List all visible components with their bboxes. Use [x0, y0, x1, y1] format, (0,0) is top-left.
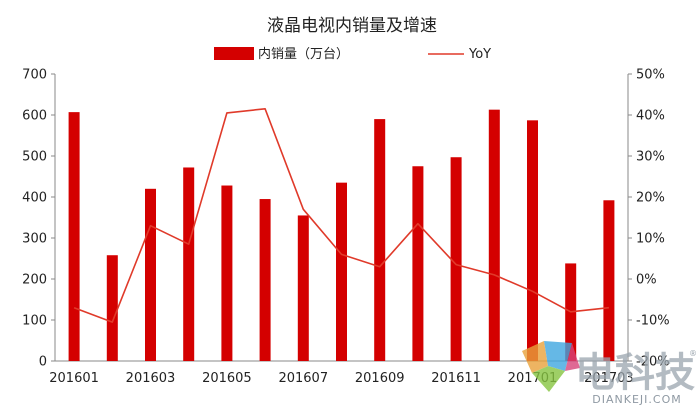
- chart-title: 液晶电视内销量及增速: [267, 16, 437, 36]
- bar: [374, 119, 386, 361]
- y-left-tick-label: 700: [22, 68, 47, 83]
- watermark-sub-text: DIANKEJI.COM: [592, 393, 681, 406]
- bar-series: [68, 109, 615, 361]
- bar: [221, 185, 233, 361]
- y-right-tick-label: 50%: [636, 68, 665, 83]
- y-left-tick-label: 100: [22, 314, 47, 329]
- bar: [450, 157, 462, 361]
- x-tick-label: 201607: [278, 371, 328, 386]
- watermark: 电科技 ® DIANKEJI.COM: [522, 341, 697, 406]
- chart-legend: 内销量（万台） YoY: [214, 46, 491, 62]
- bar: [297, 215, 309, 361]
- bar: [527, 120, 538, 361]
- watermark-logo-icon: [522, 341, 580, 392]
- yoy-line-path: [73, 108, 609, 323]
- y-left-tick-label: 600: [22, 109, 47, 124]
- bar: [412, 166, 424, 361]
- legend-bar-swatch: [214, 47, 254, 60]
- x-tick-label: 201611: [431, 371, 481, 386]
- bar: [68, 112, 80, 361]
- y-right-tick-label: 0%: [636, 273, 657, 288]
- y-right-ticks: -20% -10% 0% 10% 20% 30% 40% 50%: [628, 68, 670, 370]
- y-left-tick-label: 300: [22, 232, 47, 247]
- y-right-tick-label: 40%: [636, 109, 665, 124]
- x-ticks: 201601 201603 201605 201607 201609 201611 2017…: [49, 371, 633, 386]
- x-tick-label: 201703: [584, 371, 634, 386]
- y-left-tick-label: 200: [22, 273, 47, 288]
- bar: [603, 200, 615, 361]
- bar: [145, 188, 156, 361]
- line-series: [73, 108, 609, 323]
- y-left-tick-label: 400: [22, 191, 47, 206]
- x-tick-label: 201601: [49, 371, 99, 386]
- y-left-tick-label: 0: [39, 355, 47, 370]
- watermark-registered: ®: [689, 349, 697, 358]
- y-right-tick-label: 30%: [636, 150, 665, 165]
- x-tick-label: 201605: [202, 371, 252, 386]
- bar: [106, 255, 118, 361]
- x-tick-label: 201603: [126, 371, 176, 386]
- y-right-tick-label: 20%: [636, 191, 665, 206]
- legend-bar-label: 内销量（万台）: [258, 46, 349, 62]
- x-tick-label: 201609: [355, 371, 405, 386]
- y-right-tick-label: 10%: [636, 232, 665, 247]
- watermark-main-text: 电科技: [575, 350, 695, 396]
- legend-line-label: YoY: [468, 47, 491, 62]
- bar: [336, 182, 347, 361]
- y-left-ticks: 0 100 200 300 400 500 600 700: [22, 68, 55, 370]
- y-right-tick-label: -20%: [636, 355, 670, 370]
- y-right-tick-label: -10%: [636, 314, 670, 329]
- bar: [488, 109, 500, 361]
- bar: [259, 199, 271, 361]
- y-left-tick-label: 500: [22, 150, 47, 165]
- bar: [183, 167, 195, 361]
